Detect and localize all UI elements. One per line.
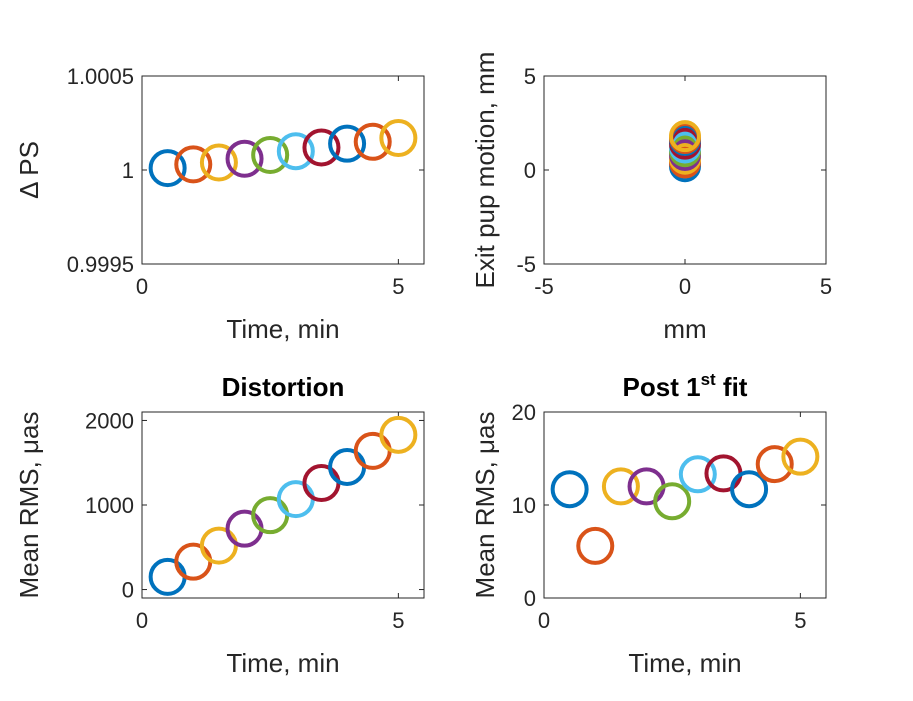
data-point (251, 135, 290, 174)
y-tick-label: 0 (122, 578, 134, 603)
x-tick-label: 5 (794, 608, 806, 633)
data-point (328, 124, 367, 163)
x-tick-label: 0 (538, 608, 550, 633)
data-point (669, 120, 701, 153)
x-tick-label: 5 (392, 274, 404, 299)
data-point (148, 149, 187, 188)
x-tick-label: 0 (136, 608, 148, 633)
data-point (199, 526, 238, 565)
data-point (627, 467, 666, 506)
data-point (174, 542, 213, 581)
data-point (550, 470, 589, 509)
data-point (601, 467, 640, 506)
data-point (225, 509, 264, 548)
subplot-4: 0 5 0 10 20 Time, min Mean RMS, μas Post 1st fi… (470, 370, 827, 678)
y-tick-label: 10 (512, 493, 536, 518)
axes-frame (543, 411, 827, 599)
y-tick-label: 0 (524, 158, 536, 183)
data-point (174, 145, 213, 184)
data-point (653, 482, 692, 521)
data-point (302, 464, 341, 503)
y-tick-label: 2000 (85, 408, 134, 433)
x-tick-label: 0 (679, 274, 691, 299)
data-point (353, 431, 392, 470)
y-axis-label: Mean RMS, μas (470, 412, 500, 599)
data-point (199, 143, 238, 182)
data-point (225, 139, 264, 178)
x-tick-label: 5 (392, 608, 404, 633)
y-tick-label: 1.0005 (67, 64, 134, 89)
y-tick-label: 0.9995 (67, 252, 134, 277)
x-axis-label: Time, min (226, 648, 339, 678)
y-axis-label: Exit pup motion, mm (470, 52, 500, 289)
data-point (302, 128, 341, 167)
data-point (379, 415, 418, 454)
subplot-1: 0 5 0.9995 1 1.0005 Time, min Δ PS (14, 64, 425, 344)
data-point (678, 455, 717, 494)
y-tick-label: 20 (512, 400, 536, 425)
y-tick-label: 0 (524, 586, 536, 611)
data-point (755, 445, 794, 484)
subplot-3: 0 5 0 1000 2000 Time, min Mean RMS, μas Distort… (14, 372, 425, 678)
data-point (576, 526, 615, 565)
y-tick-label: 1000 (85, 493, 134, 518)
x-tick-label: 0 (136, 274, 148, 299)
x-axis-label: Time, min (628, 648, 741, 678)
x-axis-label: Time, min (226, 314, 339, 344)
y-tick-label: -5 (516, 252, 536, 277)
data-point (379, 119, 418, 158)
subplot-2: -5 0 5 -5 0 5 mm Exit pup motion, mm (470, 52, 832, 344)
data-point (781, 437, 820, 476)
y-tick-label: 1 (122, 158, 134, 183)
data-point (276, 480, 315, 519)
y-axis-label: Mean RMS, μas (14, 412, 44, 599)
data-point (730, 470, 769, 509)
y-tick-label: 5 (524, 64, 536, 89)
data-point (353, 122, 392, 161)
data-point (148, 557, 187, 596)
x-axis-label: mm (663, 314, 706, 344)
subplot-title: Distortion (222, 372, 345, 402)
data-point (328, 447, 367, 486)
y-axis-label: Δ PS (14, 141, 44, 199)
subplot-title: Post 1st fit (623, 370, 748, 402)
x-tick-label: 5 (820, 274, 832, 299)
x-tick-label: -5 (534, 274, 554, 299)
data-point (704, 454, 743, 493)
data-point (276, 132, 315, 171)
data-point (251, 496, 290, 535)
